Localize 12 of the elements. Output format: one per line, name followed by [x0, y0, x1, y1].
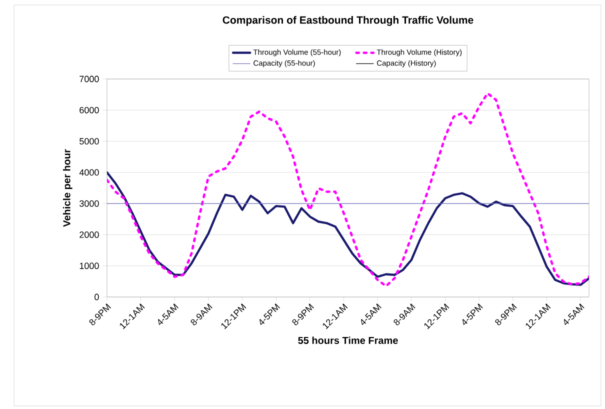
y-tick-label: 5000 — [80, 138, 99, 144]
y-tick-label: 7000 — [80, 76, 99, 82]
y-tick-label: 4000 — [79, 169, 99, 176]
line-series — [107, 92, 589, 288]
y-tick-label: 0 — [94, 294, 99, 300]
y-tick-label: 3000 — [80, 200, 99, 207]
chart-title: Comparison of Eastbound Through Traffic Volume — [222, 16, 474, 26]
y-axis-title: Vehicle per hour — [63, 149, 72, 227]
y-tick-label: 1000 — [80, 262, 99, 270]
y-tick-label: 6000 — [80, 106, 99, 114]
y-tick-label: 2000 — [80, 232, 99, 238]
x-axis-title: 55 hours Time Frame — [298, 336, 398, 344]
